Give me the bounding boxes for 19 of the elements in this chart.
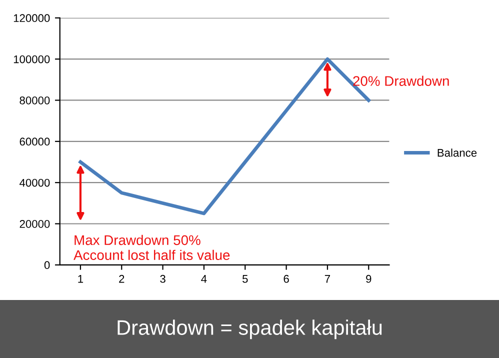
x-tick-label: 7 <box>324 275 330 283</box>
y-tick-label: 120000 <box>14 14 50 22</box>
annotation: Max Drawdown 50% Account lost half its value <box>74 234 230 260</box>
y-tick-label: 20000 <box>20 220 50 228</box>
y-tick-label: 60000 <box>20 138 50 146</box>
x-tick-label: 3 <box>160 274 166 283</box>
x-tick-label: 4 <box>201 275 207 283</box>
y-tick-label: 40000 <box>20 178 50 187</box>
y-tick-label: 100000 <box>14 55 50 64</box>
legend-label: Balance <box>438 148 477 157</box>
x-tick-label: 6 <box>284 274 289 283</box>
y-tick-label: 80000 <box>20 96 50 104</box>
x-tick-label: 1 <box>78 275 84 283</box>
x-tick-label: 2 <box>119 274 124 283</box>
text: Drawdown = spadek kapitału <box>118 320 382 340</box>
x-tick-label: 9 <box>366 274 372 283</box>
x-tick-label: 5 <box>242 275 248 283</box>
y-tick-label: 0 <box>44 261 50 270</box>
annotation: 20% Drawdown <box>353 76 449 86</box>
